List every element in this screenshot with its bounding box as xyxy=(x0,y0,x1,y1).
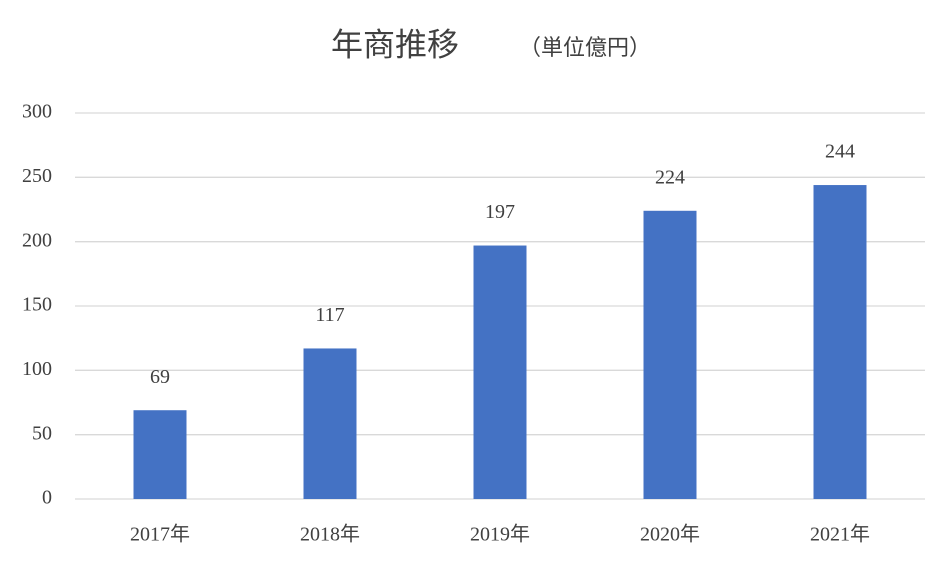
y-tick-label: 0 xyxy=(42,487,52,509)
y-tick-label: 300 xyxy=(22,101,52,123)
bar xyxy=(133,410,187,499)
bar xyxy=(473,245,527,499)
y-tick-label: 100 xyxy=(22,358,52,380)
bar xyxy=(643,210,697,499)
data-label: 244 xyxy=(825,141,855,163)
y-tick-label: 250 xyxy=(22,165,52,187)
data-label: 224 xyxy=(655,166,685,188)
x-tick-label: 2019年 xyxy=(470,523,530,546)
data-label: 197 xyxy=(485,201,515,223)
bar xyxy=(303,348,357,499)
y-tick-label: 150 xyxy=(22,294,52,316)
data-label: 69 xyxy=(150,366,170,388)
x-tick-label: 2020年 xyxy=(640,523,700,546)
x-tick-label: 2021年 xyxy=(810,523,870,546)
bar xyxy=(813,185,867,499)
x-tick-label: 2018年 xyxy=(300,523,360,546)
data-label: 117 xyxy=(315,304,344,326)
x-tick-label: 2017年 xyxy=(130,523,190,546)
y-tick-label: 50 xyxy=(32,422,52,444)
chart-subtitle: （単位億円） xyxy=(519,35,651,60)
y-tick-label: 200 xyxy=(22,229,52,251)
chart-title: 年商推移 xyxy=(331,26,459,62)
